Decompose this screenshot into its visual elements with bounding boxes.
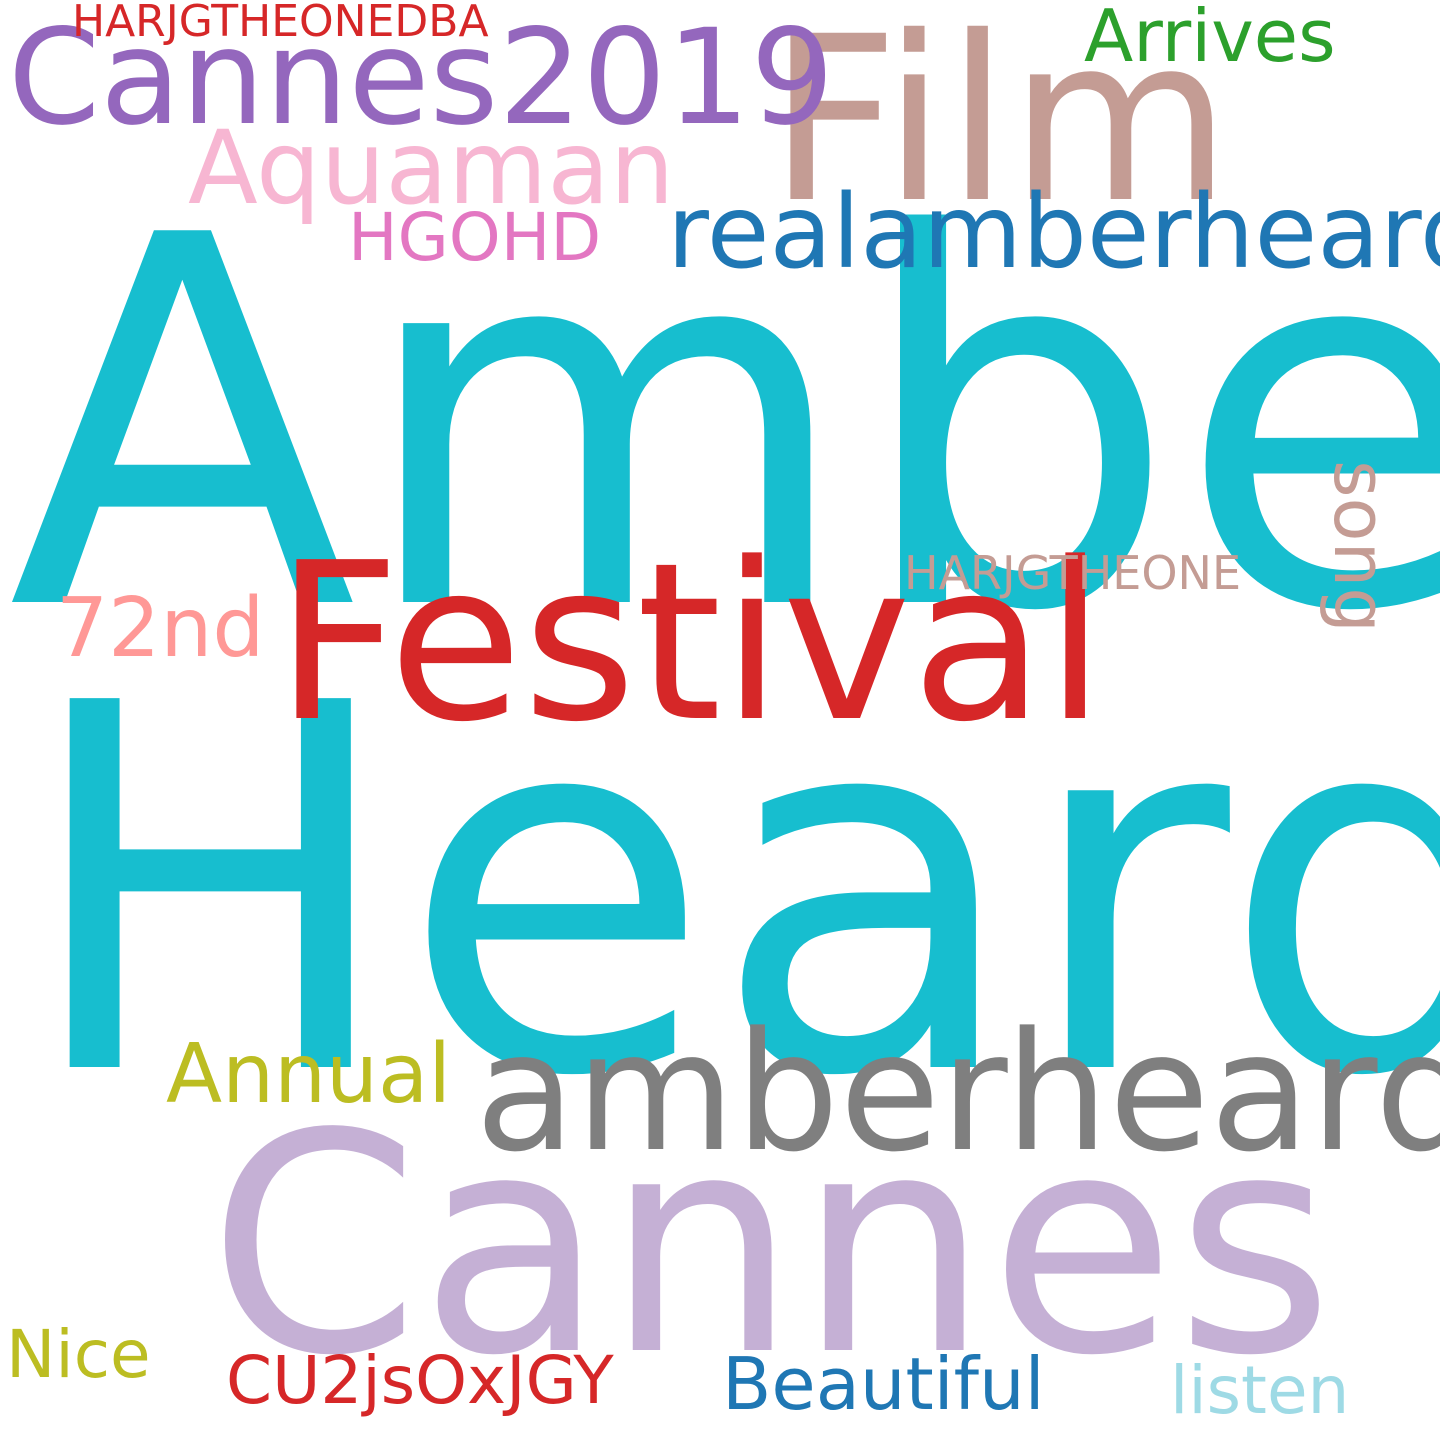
word-amber: Amber — [8, 130, 1440, 723]
word-cannes2019: Cannes2019 — [8, 1, 835, 155]
word-beautiful: Beautiful — [722, 1342, 1045, 1426]
word-harjgtheonedba: HARJGTHEONEDBA — [72, 0, 489, 47]
word-realamberheard: realamberheard — [667, 173, 1440, 292]
word-heard: Heard — [20, 598, 1440, 1187]
word-amberheard: amberheard — [475, 997, 1440, 1188]
word-arrives: Arrives — [1084, 0, 1336, 78]
word-annual: Annual — [166, 1027, 452, 1122]
word-song: song — [1318, 460, 1402, 633]
word-festival: Festival — [275, 517, 1106, 770]
word-hgohd: HGOHD — [348, 199, 602, 276]
word-harjgtheone: HARJGTHEONE — [904, 546, 1242, 600]
word-listen: listen — [1170, 1352, 1350, 1429]
word-aquaman: Aquaman — [188, 109, 675, 228]
word-cu2jsoxjgy: CU2jsOxJGY — [226, 1342, 614, 1419]
word-72nd: 72nd — [56, 581, 265, 676]
word-nice: Nice — [6, 1316, 151, 1393]
word-film: Film — [768, 0, 1232, 253]
word-cannes: Cannes — [208, 1070, 1334, 1422]
